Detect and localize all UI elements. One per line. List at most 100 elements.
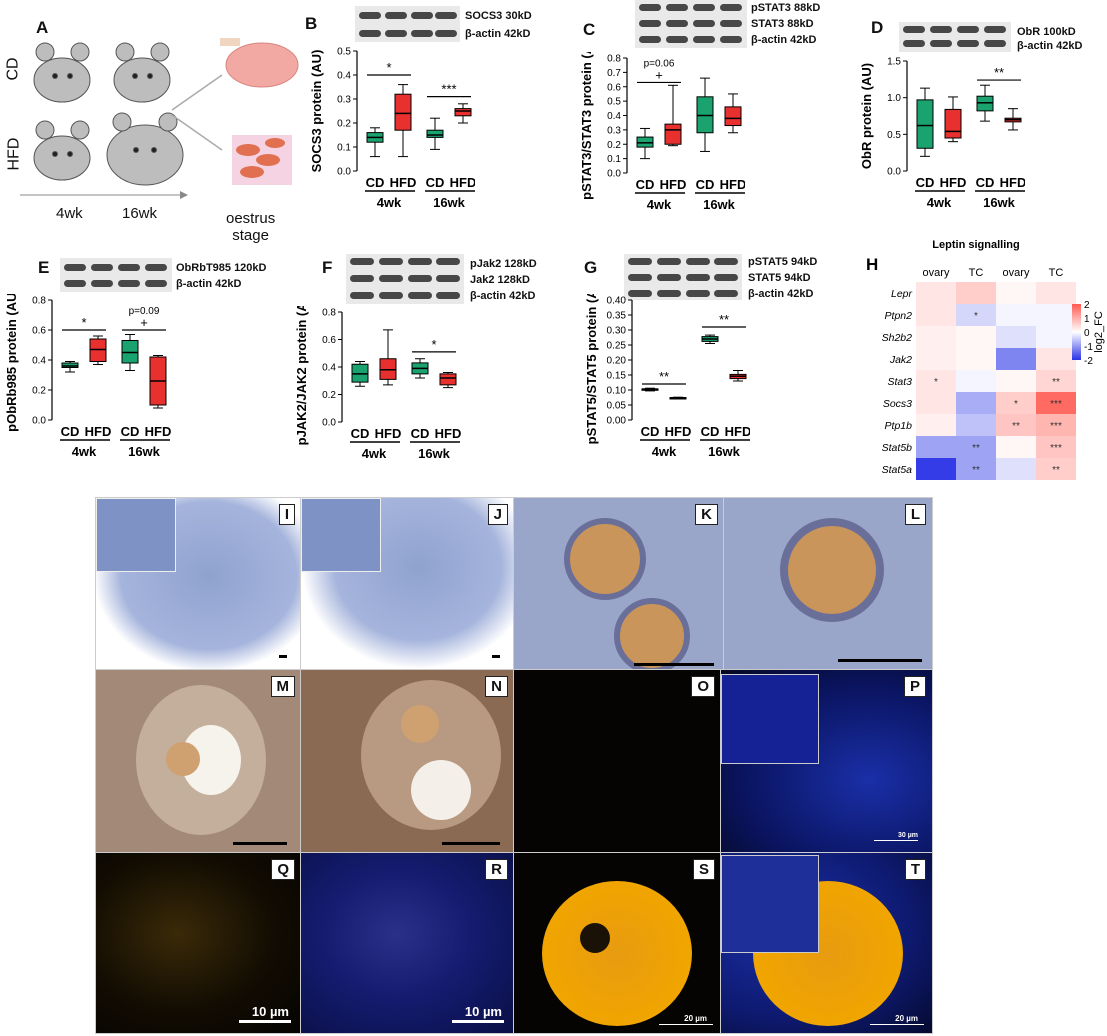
colorbar-tick-label: -1 xyxy=(1084,342,1093,353)
y-axis-label: ObR protein (AU) xyxy=(859,63,874,169)
significance-marker: * xyxy=(386,60,391,75)
y-tick-label: 0.3 xyxy=(337,95,351,106)
heatmap-cell xyxy=(956,392,996,414)
micrograph-inset xyxy=(721,855,819,953)
heatmap-cell xyxy=(956,458,996,480)
box-chart-e: 0.0 0.2 0.4 0.6 0.8 pObRb985 protein (AU) * +p=… xyxy=(4,294,171,459)
timepoint-label: 16wk xyxy=(708,444,741,459)
panel-f: F pJak2 128kD Jak2 128kD β-actin 42kD 0.… xyxy=(290,252,580,492)
timepoint-label: 16wk xyxy=(418,446,451,461)
y-tick-label: 0.5 xyxy=(607,97,621,108)
heatmap-significance: * xyxy=(974,311,978,322)
western-blot xyxy=(624,254,742,300)
y-tick-label: 0.10 xyxy=(607,386,627,397)
obese-mouse-icon xyxy=(106,112,184,186)
box-cd xyxy=(696,77,714,152)
heatmap-significance: ** xyxy=(1052,377,1060,388)
blot-label: β-actin 42kD xyxy=(748,288,814,300)
western-blot xyxy=(899,22,1011,52)
group-label: CD xyxy=(426,175,445,190)
panel-h: H Leptin signalling ovary TC ovary TC Lepr Ptpn… xyxy=(860,240,1105,490)
scale-bar xyxy=(233,842,287,845)
box-cd xyxy=(701,334,719,344)
blot-label: pSTAT5 94kD xyxy=(748,256,818,268)
oestrus-stage-label: oestrus stage xyxy=(226,210,276,244)
box-chart-g: 0.00 0.05 0.10 0.15 0.20 0.25 0.30 0.35 0.40 pSTA… xyxy=(584,294,750,459)
panel-g-label: G xyxy=(584,258,598,277)
heatmap-cell xyxy=(916,392,956,414)
panel-d-label: D xyxy=(871,18,884,37)
group-label: CD xyxy=(411,426,430,441)
y-tick-label: 0.2 xyxy=(337,119,351,130)
heatmap-cell xyxy=(1036,326,1076,348)
heatmap-cell xyxy=(956,348,996,370)
heatmap-cell xyxy=(996,414,1036,436)
heatmap-column-label: ovary xyxy=(1003,267,1030,279)
scale-bar xyxy=(442,842,500,845)
box-body xyxy=(454,108,472,117)
heatmap-cell xyxy=(916,304,956,326)
colorbar-tick-label: 0 xyxy=(1084,328,1090,339)
theca-cells-icon xyxy=(232,135,292,185)
p-value-label: p=0.09 xyxy=(129,306,160,317)
panel-e-label: E xyxy=(38,258,50,277)
y-tick-label: 0.35 xyxy=(607,311,627,322)
box-cd xyxy=(411,358,429,379)
micrograph-o: O xyxy=(513,669,722,854)
heatmap-cell xyxy=(1036,282,1076,304)
timepoint-label: 4wk xyxy=(362,446,387,461)
panel-a: A CD HFD xyxy=(0,0,310,244)
significance-marker: ** xyxy=(719,312,729,327)
scale-bar xyxy=(239,1020,291,1023)
group-label: HFD xyxy=(1000,175,1025,190)
group-label: CD xyxy=(701,424,720,439)
micrograph-label: P xyxy=(903,676,926,697)
significance-marker: ** xyxy=(994,65,1004,80)
group-label: CD xyxy=(61,424,80,439)
mouse-icon xyxy=(33,42,91,103)
western-blot xyxy=(60,258,172,292)
colorbar-tick-label: 2 xyxy=(1084,300,1090,311)
box-hfd xyxy=(439,372,457,389)
micrograph-label: K xyxy=(695,504,718,525)
group-label: HFD xyxy=(665,424,692,439)
group-label: HFD xyxy=(435,426,462,441)
blot-label: ObR 100kD xyxy=(1017,26,1076,38)
blot-label: β-actin 42kD xyxy=(470,290,536,302)
micrograph-label: S xyxy=(692,859,715,880)
heatmap-significance: ** xyxy=(1052,465,1060,476)
heatmap-cell xyxy=(956,282,996,304)
heatmap-cell xyxy=(1036,348,1076,370)
box-body xyxy=(944,108,962,139)
heatmap-significance: * xyxy=(1014,399,1018,410)
heatmap-column-label: TC xyxy=(969,267,984,279)
significance-marker: * xyxy=(81,315,86,330)
y-tick-label: 0.6 xyxy=(322,335,336,346)
scale-bar xyxy=(452,1020,504,1023)
micrograph-label: O xyxy=(691,676,715,697)
heatmap-cell xyxy=(996,436,1036,458)
micrograph-label: R xyxy=(485,859,508,880)
panel-b: B SOCS3 30kD β-actin 42kD 0.0 0.1 0.2 0.3 0.… xyxy=(305,0,532,240)
heatmap-cell xyxy=(1036,436,1076,458)
heatmap-cell xyxy=(996,326,1036,348)
micrograph-label: N xyxy=(485,676,508,697)
micrograph-p: P 30 µm xyxy=(720,669,933,854)
box-hfd xyxy=(1004,108,1022,131)
significance-marker: * xyxy=(431,337,436,352)
y-tick-label: 0.25 xyxy=(607,341,627,352)
heatmap-cell xyxy=(916,414,956,436)
western-blot xyxy=(355,6,460,42)
y-tick-label: 0.15 xyxy=(607,371,627,382)
y-tick-label: 1.5 xyxy=(887,57,901,68)
micrograph-t: T 20 µm xyxy=(720,852,933,1034)
colorbar xyxy=(1072,304,1081,360)
box-body xyxy=(426,129,444,138)
y-tick-label: 0.7 xyxy=(607,68,621,79)
blot-label: STAT3 88kD xyxy=(751,18,814,30)
box-hfd xyxy=(379,329,397,386)
box-hfd xyxy=(724,93,742,134)
significance-marker: *** xyxy=(441,82,456,97)
blot-label: ObRbT985 120kD xyxy=(176,262,267,274)
micrograph-label: Q xyxy=(271,859,295,880)
